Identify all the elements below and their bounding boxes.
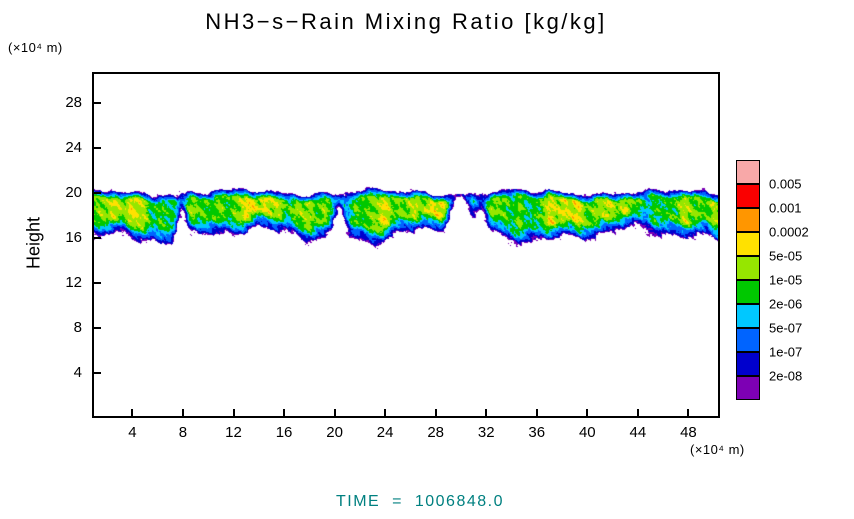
x-tick-label: 44 [629,424,647,441]
y-tick-mark [92,281,101,284]
legend-level-label: 0.001 [769,200,802,216]
x-tick-mark [131,409,134,418]
legend-color-swatch [736,376,760,400]
legend-color-swatch [736,184,760,208]
x-tick-mark [384,409,387,418]
x-tick-label: 48 [680,424,697,441]
legend-color-swatch [736,160,760,184]
y-tick-label: 12 [65,273,82,291]
y-tick-mark [92,191,101,194]
x-tick-label: 28 [427,424,445,441]
x-tick-label: 20 [326,424,343,441]
legend-level-label: 1e-07 [769,344,803,360]
color-legend: 0.005 0.001 0.0002 5e-05 1e-05 2e-06 5e-07 1e-0… [736,160,809,400]
legend-color-swatch [736,352,760,376]
legend-level-label: 1e-05 [769,272,803,288]
chart-title: NH3−s−Rain Mixing Ratio [kg/kg] [205,9,607,34]
legend-level-label: 2e-06 [769,296,803,312]
legend-level-label: 5e-05 [769,248,803,264]
x-tick-label: 16 [275,424,293,441]
x-tick-label: 24 [376,424,394,441]
legend-color-swatch [736,280,760,304]
y-tick-label: 20 [65,183,82,201]
x-tick-label: 8 [178,424,188,441]
x-tick-label: 4 [128,424,137,441]
x-tick-mark [687,409,690,418]
y-tick-label: 24 [65,138,82,156]
legend-level-label: 5e-07 [769,320,803,336]
legend-color-swatch [736,232,760,256]
y-tick-label: 8 [73,318,82,336]
x-tick-mark [586,409,589,418]
x-tick-mark [434,409,437,418]
legend-color-swatch [736,256,760,280]
y-tick-mark [92,236,101,239]
legend-color-swatch [736,328,760,352]
legend-color-swatch [736,304,760,328]
y-tick-mark [92,371,101,374]
plot-area: 4 8 12 16 20 24 28 32 36 40 44 48 4 8 12 16 20 24 28 [65,72,720,441]
x-tick-label: 40 [578,424,596,441]
x-tick-mark [181,409,184,418]
legend-level-label: 0.005 [769,176,802,192]
x-tick-mark [535,409,538,418]
x-tick-mark [232,409,235,418]
y-tick-mark [92,326,101,329]
y-axis-unit-label: (×10⁴ m) [8,40,63,55]
y-tick-label: 28 [65,93,82,111]
x-tick-label: 32 [477,424,495,441]
x-tick-mark [485,409,488,418]
contour-field-canvas [92,72,720,418]
x-tick-mark [636,409,639,418]
x-tick-mark [283,409,286,418]
legend-color-swatch [736,208,760,232]
legend-level-label: 0.0002 [769,224,809,240]
x-tick-mark [333,409,336,418]
y-tick-mark [92,101,101,104]
y-tick-label: 16 [65,228,82,246]
x-tick-label: 36 [528,424,546,441]
y-tick-label: 4 [73,363,82,381]
x-tick-label: 12 [225,424,242,441]
y-tick-mark [92,146,101,149]
legend-level-label: 2e-08 [769,368,803,384]
x-axis-unit-label: (×10⁴ m) [690,442,745,457]
time-label: TIME = 1006848.0 [336,493,504,510]
